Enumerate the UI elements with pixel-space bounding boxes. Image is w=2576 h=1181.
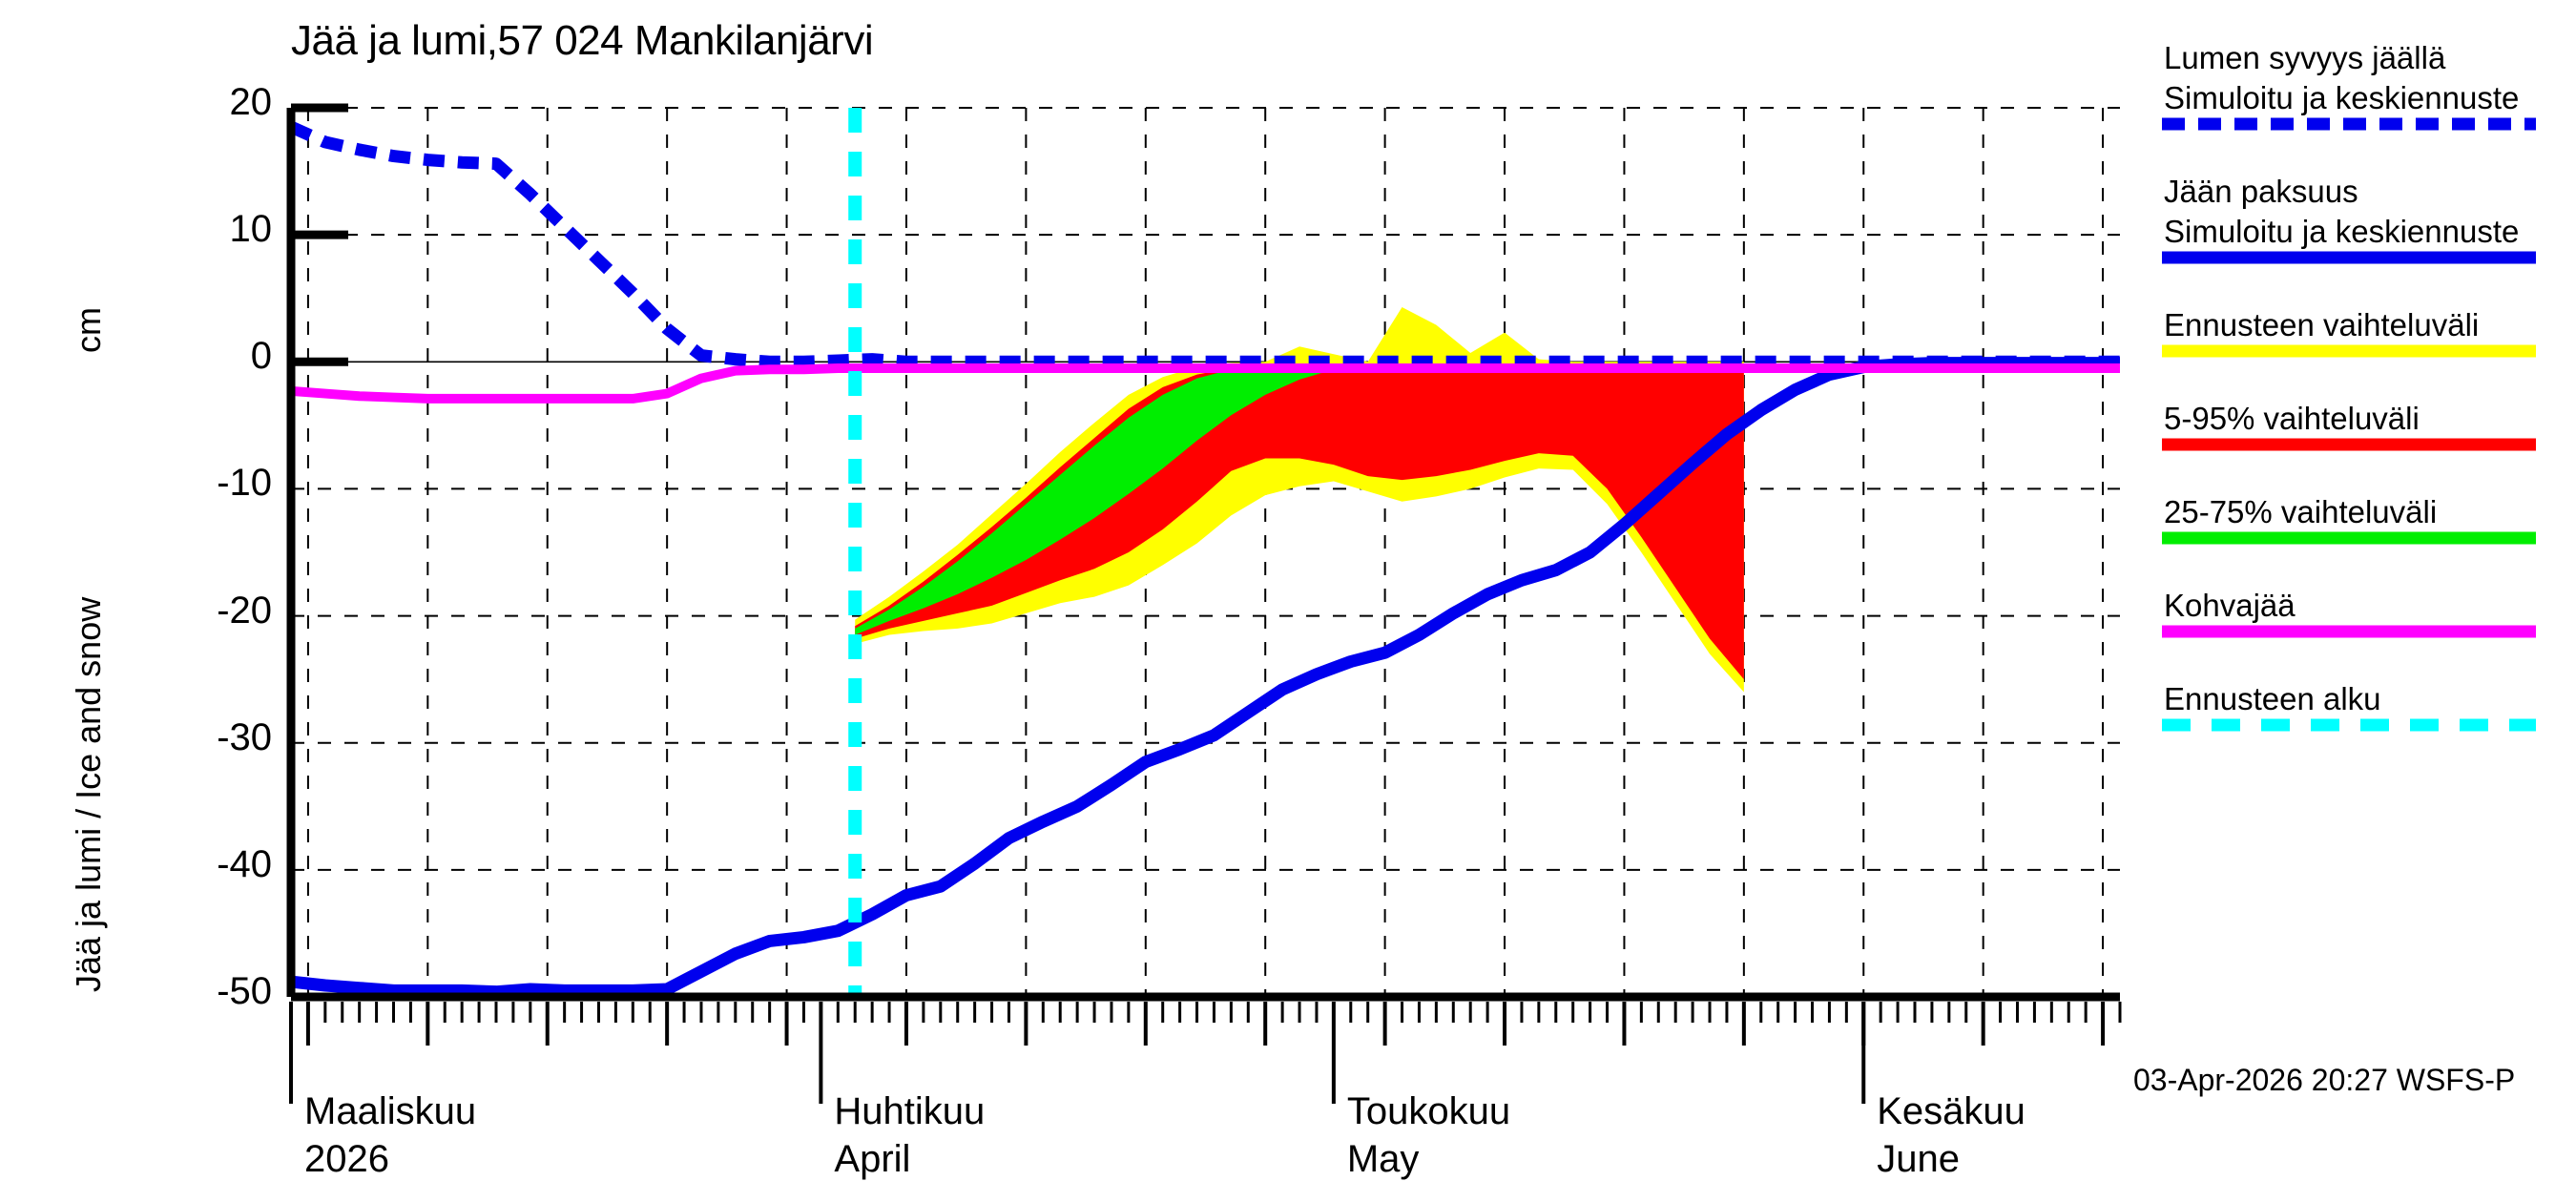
forecast-bands bbox=[855, 307, 1744, 693]
chart-page: Jää ja lumi,57 024 Mankilanjärvi 03-Apr-… bbox=[69, 17, 2536, 1180]
y-tick-label: -30 bbox=[217, 715, 272, 758]
y-tick-label: 20 bbox=[229, 81, 273, 123]
y-tick-label: -50 bbox=[217, 970, 272, 1012]
legend-item-title: Ennusteen alku bbox=[2164, 681, 2381, 716]
x-tick-label-month: Toukokuu bbox=[1346, 1090, 1511, 1132]
legend-item-title: Ennusteen vaihteluväli bbox=[2164, 307, 2480, 342]
x-tick-label-month: Huhtikuu bbox=[834, 1090, 986, 1132]
x-tick-label-month: Kesäkuu bbox=[1877, 1090, 2025, 1132]
band-25-75-vaihteluv-li bbox=[855, 366, 1334, 635]
axis-frame bbox=[286, 103, 2120, 1002]
legend-item-title: 5-95% vaihteluväli bbox=[2164, 401, 2420, 436]
y-tick-label: -40 bbox=[217, 842, 272, 885]
legend-item-subtitle: Simuloitu ja keskiennuste bbox=[2164, 80, 2520, 115]
grid-lines bbox=[291, 107, 2120, 997]
y-tick-label: 10 bbox=[229, 208, 273, 251]
series-lumen-syvyys-j-ll- bbox=[288, 121, 2120, 368]
x-tick-label-month: Maaliskuu bbox=[304, 1090, 477, 1132]
chart-title: Jää ja lumi,57 024 Mankilanjärvi bbox=[291, 17, 874, 64]
footer-timestamp: 03-Apr-2026 20:27 WSFS-P bbox=[2133, 1063, 2516, 1097]
legend-item-subtitle: Simuloitu ja keskiennuste bbox=[2164, 214, 2520, 249]
y-tick-label: -20 bbox=[217, 589, 272, 632]
plot-svg bbox=[286, 103, 2122, 1104]
legend-item-title: Jään paksuus bbox=[2164, 174, 2358, 209]
series-kohvaj- bbox=[290, 363, 2120, 404]
data-series bbox=[288, 121, 2120, 999]
legend-item-title: Lumen syvyys jäällä bbox=[2164, 40, 2446, 75]
legend-item-title: Kohvajää bbox=[2164, 588, 2296, 623]
series-j-n-paksuus bbox=[290, 357, 2120, 999]
y-tick-label: -10 bbox=[217, 462, 272, 505]
band-5-95-vaihteluv-li bbox=[855, 366, 1744, 680]
legend-item-title: 25-75% vaihteluväli bbox=[2164, 494, 2438, 529]
y-tick-label: 0 bbox=[250, 335, 272, 378]
axis-ticks bbox=[289, 1002, 2122, 1104]
